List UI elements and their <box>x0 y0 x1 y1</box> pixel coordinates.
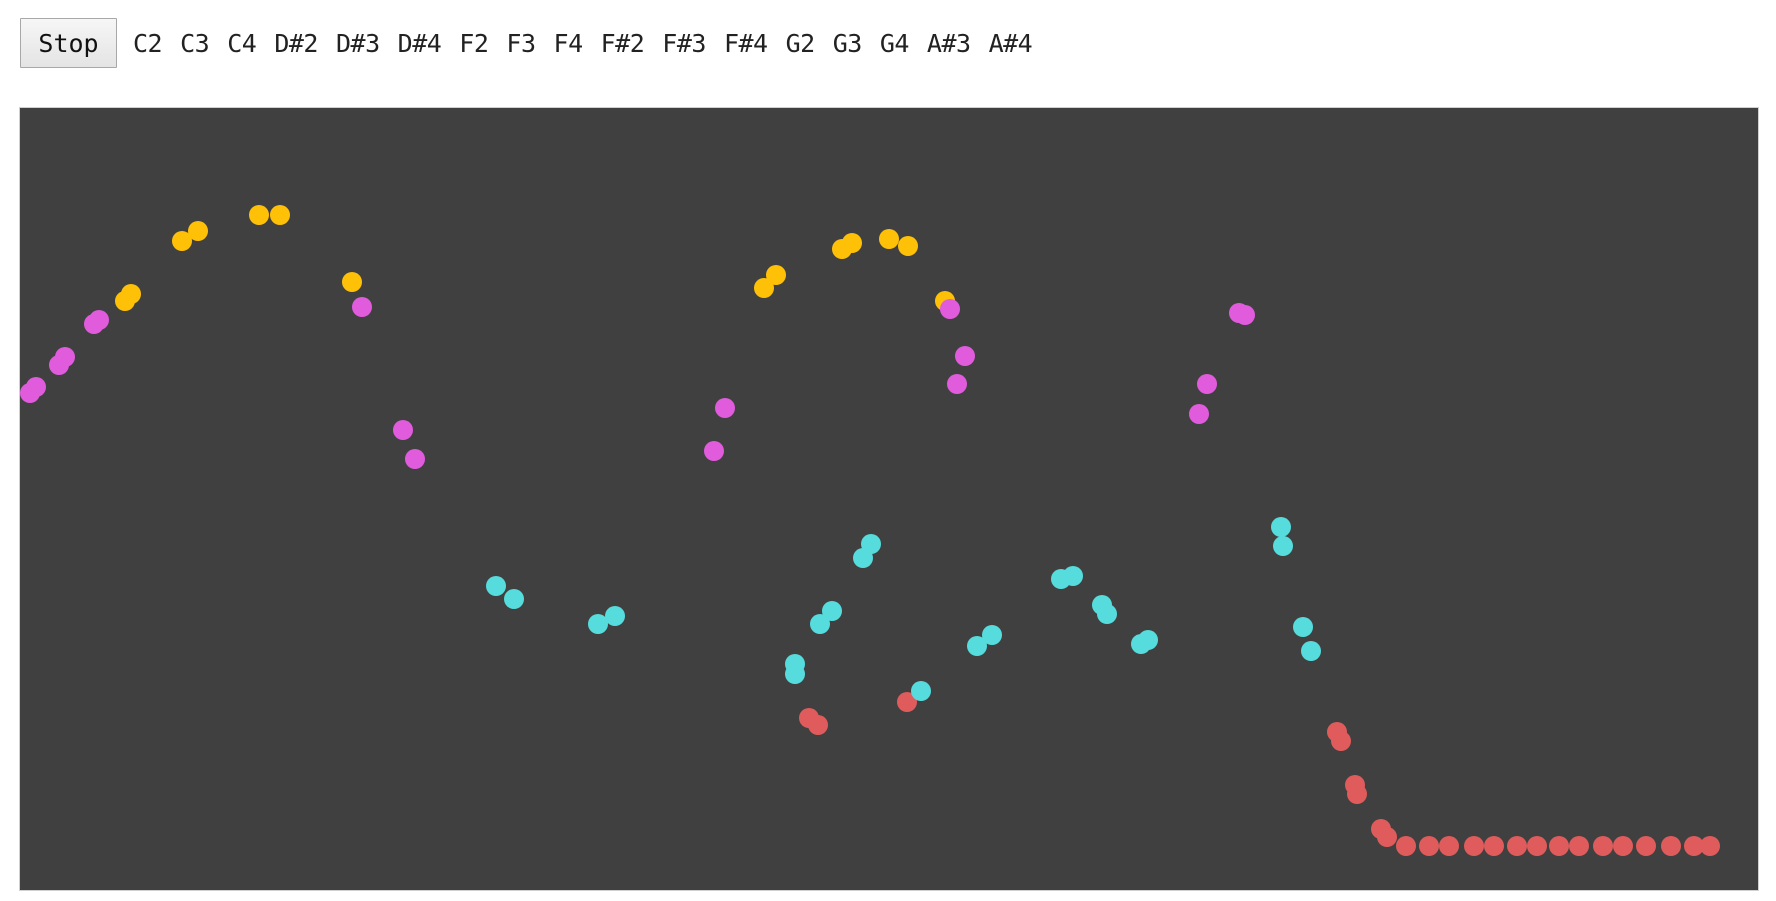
note-label: D#3 <box>335 28 380 58</box>
note-dot-red <box>1331 731 1351 751</box>
note-dot-yellow <box>188 221 208 241</box>
note-dot-red <box>1527 836 1547 856</box>
toolbar: Stop C2 C3 C4 D#2 D#3 D#4 F2 F3 F4 F#2 F… <box>20 18 1050 68</box>
note-dot-cyan <box>486 576 506 596</box>
note-dot-magenta <box>89 310 109 330</box>
note-label: D#4 <box>397 28 442 58</box>
note-dot-magenta <box>955 346 975 366</box>
note-dot-yellow <box>754 278 774 298</box>
note-visualization <box>20 205 1720 856</box>
note-dot-yellow <box>342 272 362 292</box>
note-label: F4 <box>553 28 584 58</box>
note-dot-red <box>1484 836 1504 856</box>
visualizer-canvas[interactable] <box>19 107 1759 891</box>
note-label: G3 <box>832 28 863 58</box>
note-label: D#2 <box>274 28 318 58</box>
note-dot-red <box>1684 836 1704 856</box>
note-dot-cyan <box>1271 517 1291 537</box>
note-dot-yellow <box>766 265 786 285</box>
note-dot-cyan <box>504 589 524 609</box>
note-dot-cyan <box>1063 566 1083 586</box>
note-label: A#3 <box>926 28 971 58</box>
note-dot-magenta <box>26 377 46 397</box>
note-dot-yellow <box>842 233 862 253</box>
note-label: C3 <box>180 28 210 58</box>
note-dot-red <box>1507 836 1527 856</box>
note-dot-cyan <box>982 625 1002 645</box>
note-label: C2 <box>133 28 163 58</box>
note-dot-magenta <box>55 347 75 367</box>
note-label: F3 <box>506 28 536 58</box>
note-dot-cyan <box>1097 604 1117 624</box>
note-dot-magenta <box>940 299 960 319</box>
note-dot-red <box>1636 836 1656 856</box>
note-label: A#4 <box>988 28 1033 58</box>
note-dot-red <box>1396 836 1416 856</box>
note-dot-cyan <box>1301 641 1321 661</box>
note-dot-cyan <box>588 614 608 634</box>
note-dot-magenta <box>393 420 413 440</box>
note-dot-yellow <box>172 231 192 251</box>
note-dot-magenta <box>405 449 425 469</box>
note-dot-cyan <box>1293 617 1313 637</box>
note-dot-cyan <box>911 681 931 701</box>
note-dot-magenta <box>704 441 724 461</box>
note-dot-magenta <box>947 374 967 394</box>
note-label: F#3 <box>662 28 706 58</box>
note-dot-red <box>1661 836 1681 856</box>
note-dot-red <box>1700 836 1720 856</box>
note-dot-magenta <box>715 398 735 418</box>
note-label: F2 <box>459 28 489 58</box>
note-dot-cyan <box>785 664 805 684</box>
note-dot-magenta <box>1197 374 1217 394</box>
note-dot-red <box>897 692 917 712</box>
note-dot-yellow <box>121 284 141 304</box>
note-dot-cyan <box>605 606 625 626</box>
note-label: F#2 <box>600 28 645 58</box>
note-dot-red <box>1419 836 1439 856</box>
note-dot-red <box>1464 836 1484 856</box>
note-dot-red <box>1593 836 1613 856</box>
note-list: C2 C3 C4 D#2 D#3 D#4 F2 F3 F4 F#2 F#3 F#… <box>133 29 1050 58</box>
note-dot-yellow <box>270 205 290 225</box>
note-dot-red <box>1549 836 1569 856</box>
note-dot-magenta <box>1189 404 1209 424</box>
note-dot-magenta <box>1235 305 1255 325</box>
note-dot-yellow <box>898 236 918 256</box>
note-dot-cyan <box>1138 630 1158 650</box>
note-label: G2 <box>785 28 816 58</box>
note-label: C4 <box>227 28 257 58</box>
note-dot-cyan <box>810 614 830 634</box>
note-dot-cyan <box>1273 536 1293 556</box>
note-dot-red <box>1347 784 1367 804</box>
note-dot-red <box>1377 827 1397 847</box>
note-dot-red <box>1613 836 1633 856</box>
note-dot-red <box>1439 836 1459 856</box>
note-label: F#4 <box>723 28 768 58</box>
note-dot-red <box>808 715 828 735</box>
note-dot-magenta <box>352 297 372 317</box>
stop-button[interactable]: Stop <box>20 18 117 68</box>
note-dot-cyan <box>861 534 881 554</box>
note-dot-yellow <box>249 205 269 225</box>
note-dot-cyan <box>967 636 987 656</box>
note-label: G4 <box>879 28 910 58</box>
note-dot-red <box>1569 836 1589 856</box>
note-dot-yellow <box>879 229 899 249</box>
note-dot-cyan <box>822 601 842 621</box>
